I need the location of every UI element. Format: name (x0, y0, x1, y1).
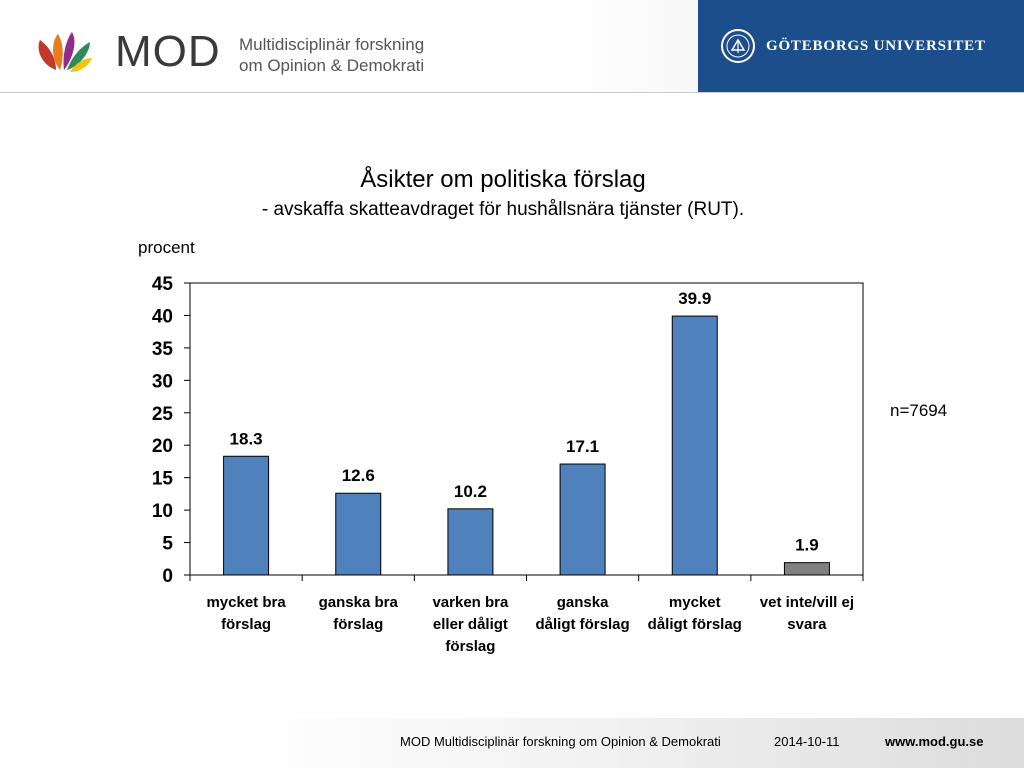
footer-organization: MOD Multidisciplinär forskning om Opinio… (400, 734, 721, 749)
x-category-label: förslag (333, 616, 383, 633)
x-category-label: förslag (221, 616, 271, 633)
y-tick-label: 40 (152, 306, 173, 327)
y-tick-label: 10 (152, 501, 173, 522)
y-tick-label: 30 (152, 371, 173, 392)
footer-bar (240, 718, 1024, 768)
y-tick-label: 20 (152, 436, 173, 457)
data-label: 1.9 (795, 536, 819, 555)
university-seal-icon (721, 29, 755, 63)
footer-url: www.mod.gu.se (885, 734, 984, 749)
y-tick-label: 45 (152, 274, 174, 295)
bar-5 (671, 315, 718, 576)
mod-wordmark: MOD (115, 27, 221, 76)
university-name: GÖTEBORGS UNIVERSITET (766, 38, 986, 54)
university-banner: GÖTEBORGS UNIVERSITET (698, 0, 1024, 92)
bar-4 (559, 463, 606, 576)
sample-size-note: n=7694 (890, 401, 948, 420)
mod-flower-logo-icon (38, 32, 92, 72)
x-category-label: dåligt förslag (648, 616, 742, 633)
x-category-label: vet inte/vill ej (760, 594, 854, 611)
y-tick-label: 15 (152, 469, 174, 490)
data-label: 39.9 (678, 289, 711, 308)
x-category-label: ganska (557, 594, 609, 611)
bar-6 (783, 562, 830, 576)
y-tick-label: 35 (152, 339, 174, 360)
y-axis-label: procent (138, 238, 195, 257)
x-category-label: dåligt förslag (535, 616, 629, 633)
x-category-label: svara (787, 616, 827, 633)
data-label: 17.1 (566, 437, 599, 456)
y-tick-label: 0 (162, 566, 173, 587)
bar-2 (335, 492, 382, 576)
footer-date: 2014-10-11 (774, 734, 840, 749)
data-label: 10.2 (454, 482, 487, 501)
mod-subtitle: Multidisciplinär forskning om Opinion & … (239, 34, 424, 76)
x-category-label: mycket bra (206, 594, 286, 611)
x-category-label: eller dåligt (433, 616, 508, 633)
data-label: 18.3 (230, 429, 263, 448)
bar-1 (223, 455, 270, 576)
bar-3 (447, 508, 494, 576)
x-category-label: varken bra (432, 594, 509, 611)
plot-area-frame (189, 282, 864, 576)
y-tick-label: 25 (152, 404, 174, 425)
data-label: 12.6 (342, 466, 375, 485)
x-category-label: mycket (669, 594, 721, 611)
chart-subtitle: - avskaffa skatteavdraget för hushållsnä… (261, 199, 745, 220)
chart-title: Åsikter om politiska förslag (360, 166, 646, 193)
x-category-label: förslag (445, 638, 495, 655)
x-category-label: ganska bra (319, 594, 399, 611)
y-tick-label: 5 (162, 534, 173, 555)
header-bar: MOD Multidisciplinär forskning om Opinio… (0, 0, 1024, 93)
mod-subtitle-line1: Multidisciplinär forskning (239, 35, 425, 54)
mod-subtitle-line2: om Opinion & Demokrati (239, 56, 425, 75)
